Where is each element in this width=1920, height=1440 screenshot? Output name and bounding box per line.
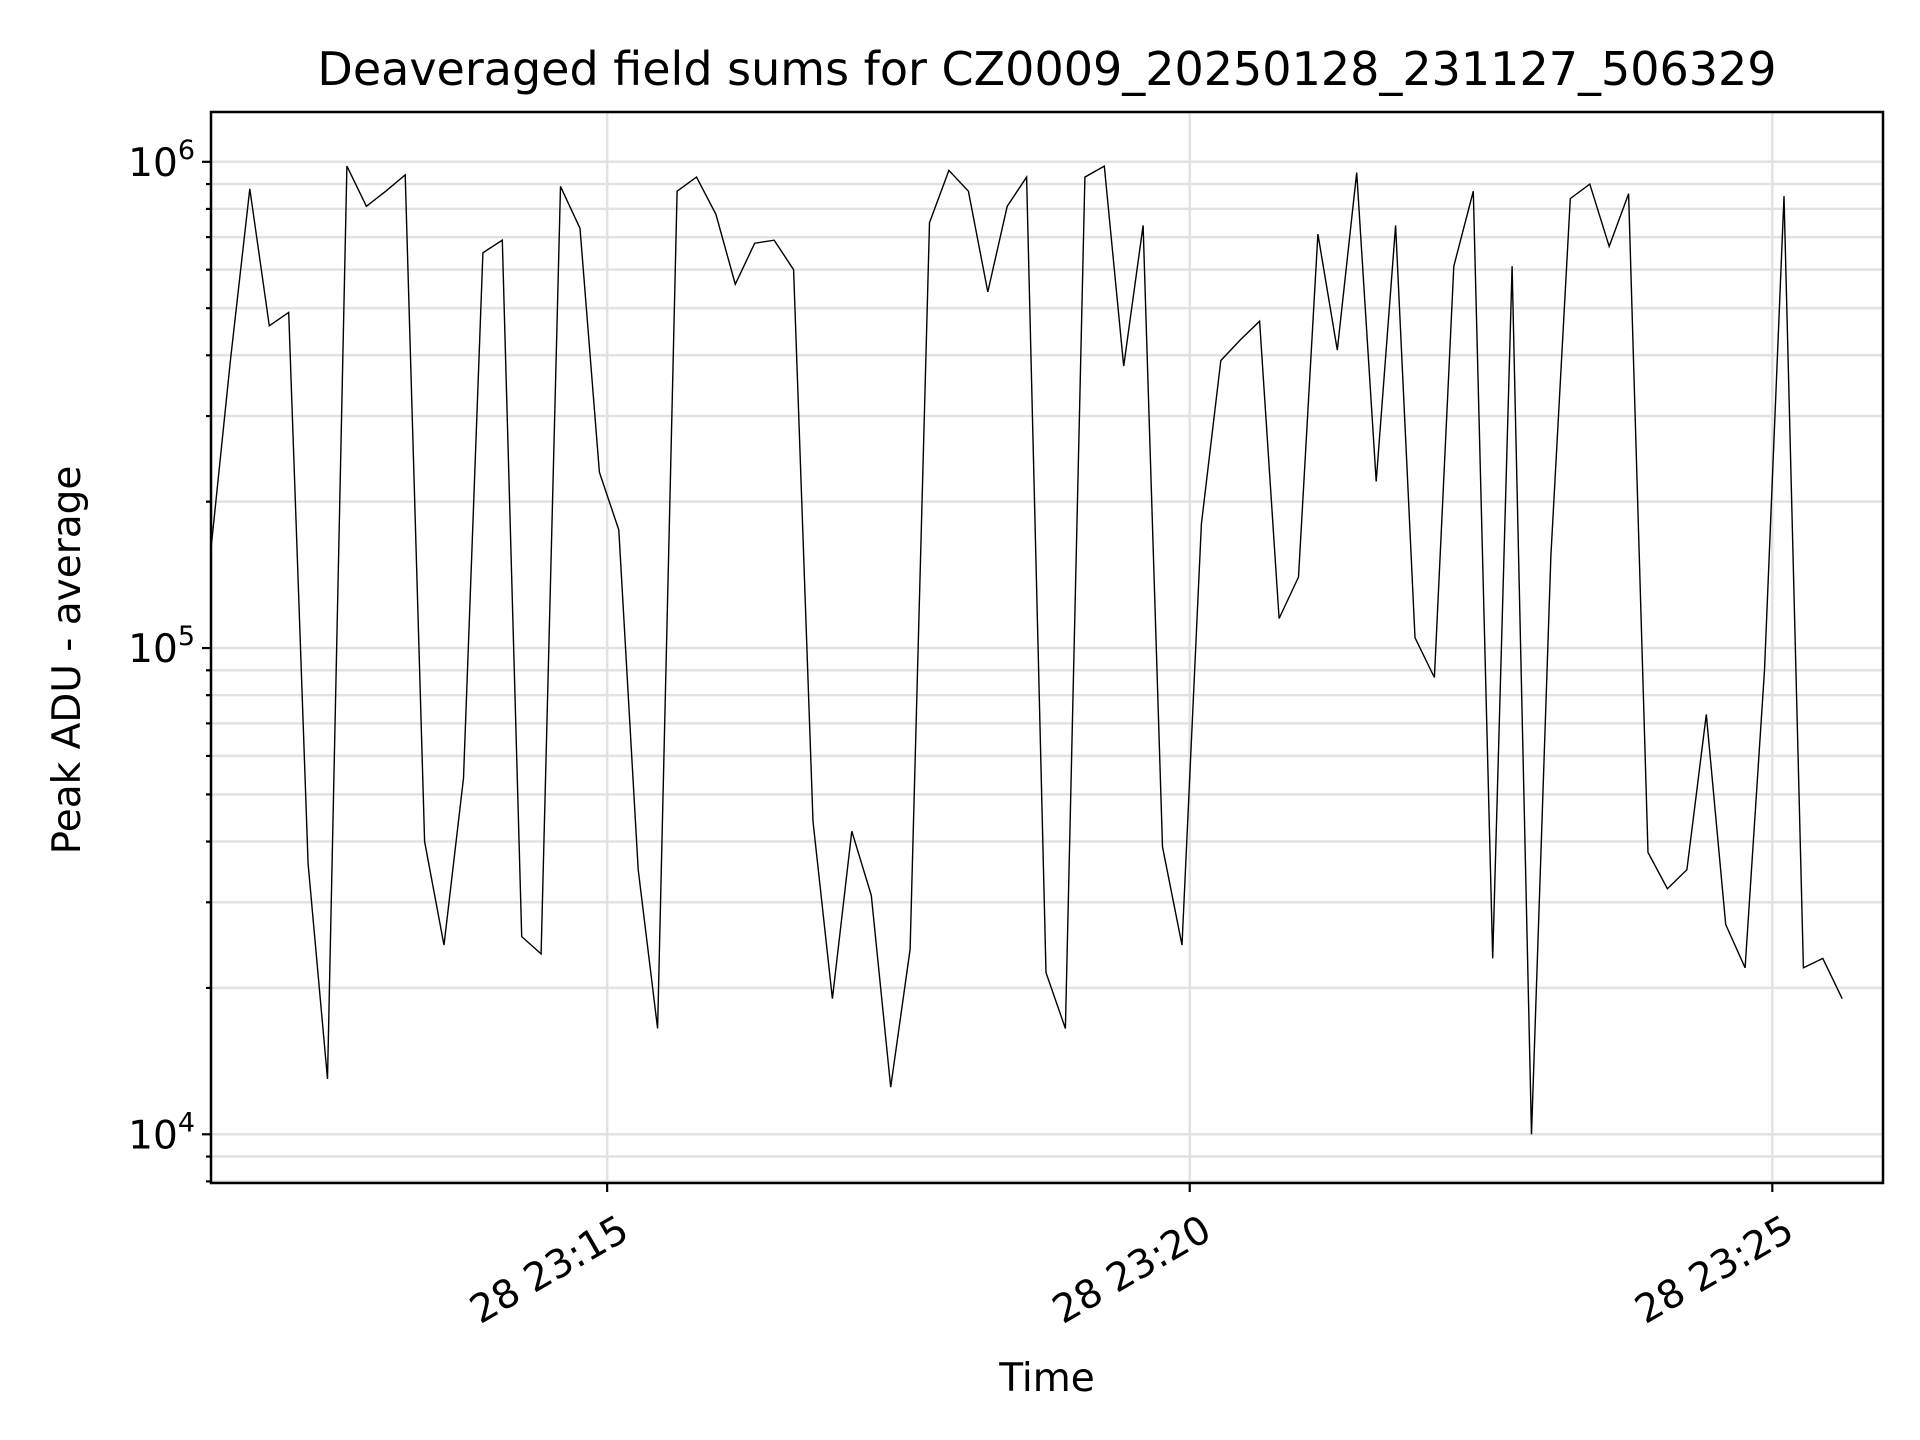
x-tick-label: 28 23:20 bbox=[1045, 1207, 1219, 1333]
series-layer bbox=[210, 164, 1843, 1135]
grid-lines bbox=[211, 112, 1883, 1183]
x-tick-label: 28 23:25 bbox=[1628, 1207, 1802, 1333]
y-axis: 104 105 106 bbox=[128, 135, 211, 1183]
y-tick-label: 104 bbox=[128, 1107, 195, 1158]
x-tick-label: 28 23:15 bbox=[463, 1207, 637, 1333]
y-tick-label: 105 bbox=[128, 621, 195, 672]
x-axis-label: Time bbox=[998, 1356, 1094, 1401]
chart-title: Deaveraged field sums for CZ0009_2025012… bbox=[317, 42, 1776, 96]
series-line bbox=[210, 164, 1843, 1135]
x-axis: 28 23:15 28 23:20 28 23:25 bbox=[463, 1183, 1802, 1333]
y-tick-label: 106 bbox=[128, 135, 195, 186]
y-axis-label: Peak ADU - average bbox=[45, 466, 90, 855]
